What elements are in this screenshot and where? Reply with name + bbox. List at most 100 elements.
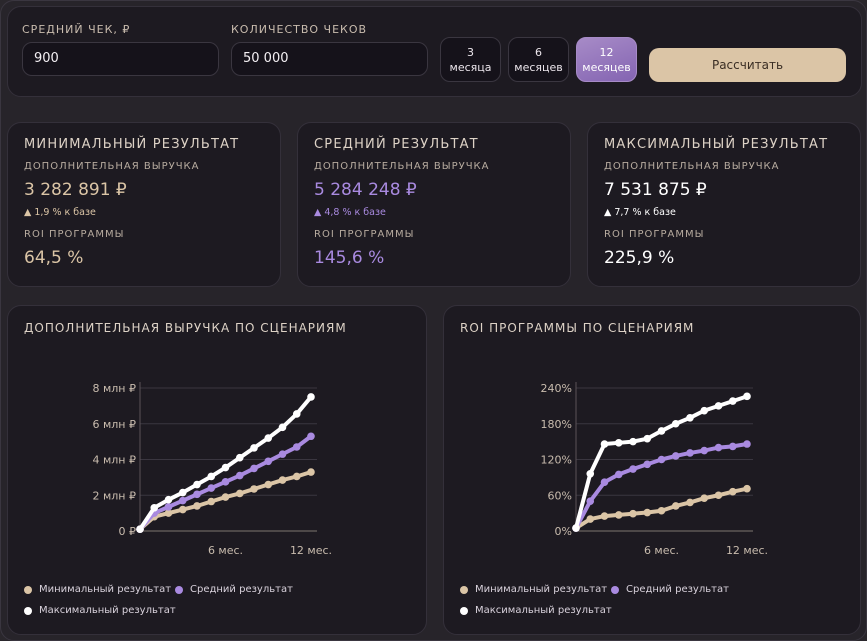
- receipts-input[interactable]: 50 000: [231, 42, 428, 76]
- legend-item-max: Максимальный результат: [460, 605, 612, 616]
- data-point: [743, 392, 751, 401]
- roi-label: ROI программы: [604, 229, 705, 240]
- data-point: [292, 472, 301, 481]
- card-minimum: Минимальный результат Дополнительная выр…: [7, 122, 281, 287]
- legend-dot: [611, 585, 619, 594]
- roi-label: ROI программы: [24, 229, 125, 240]
- data-point: [714, 491, 723, 500]
- data-point: [307, 393, 315, 401]
- data-point: [278, 476, 287, 484]
- period-12-months-button[interactable]: 12 месяцев: [576, 37, 637, 82]
- roi-value: 225,9 %: [604, 248, 675, 268]
- data-point: [728, 487, 737, 496]
- legend-label: Минимальный результат: [39, 584, 172, 595]
- legend-dot: [175, 585, 183, 594]
- legend-label: Максимальный результат: [39, 605, 176, 616]
- legend-item-max: Максимальный результат: [24, 605, 176, 616]
- data-point: [657, 427, 666, 435]
- revenue-label: Дополнительная выручка: [604, 161, 780, 172]
- card-average: Средний результат Дополнительная выручка…: [297, 122, 571, 287]
- period-6-months-button[interactable]: 6 месяцев: [508, 37, 569, 82]
- data-point: [686, 498, 694, 507]
- data-point: [714, 443, 723, 452]
- data-point: [671, 419, 680, 428]
- data-point: [671, 502, 680, 510]
- revenue-label: Дополнительная выручка: [314, 161, 490, 172]
- data-point: [278, 423, 287, 432]
- data-point: [743, 484, 751, 493]
- period-6-unit: месяцев: [514, 60, 563, 74]
- data-point: [629, 437, 637, 446]
- avg-check-input[interactable]: 900: [22, 42, 219, 76]
- calculate-button[interactable]: Рассчитать: [649, 48, 846, 82]
- revenue-label: Дополнительная выручка: [24, 161, 200, 172]
- card-title: Минимальный результат: [24, 137, 240, 152]
- card-title: Максимальный результат: [604, 137, 829, 152]
- x-tick-label: 12 мес.: [290, 544, 332, 557]
- legend-dot: [460, 585, 468, 594]
- data-point: [292, 443, 301, 451]
- data-point: [643, 460, 652, 469]
- period-3-number: 3: [467, 45, 474, 59]
- legend-label: Средний результат: [626, 584, 729, 595]
- revenue-value: 3 282 891 ₽: [24, 180, 127, 200]
- data-point: [307, 432, 315, 441]
- data-point: [250, 444, 258, 452]
- data-point: [178, 505, 187, 514]
- data-point: [207, 484, 216, 492]
- data-point: [278, 450, 287, 458]
- data-point: [728, 442, 737, 451]
- data-point: [307, 468, 315, 476]
- data-point: [250, 464, 258, 473]
- data-point: [221, 493, 230, 501]
- data-point: [700, 446, 709, 455]
- roi-chart-panel: ROI программы по сценариям 0% 60% 120% 180%…: [443, 305, 861, 635]
- chart-title: ROI программы по сценариям: [460, 321, 695, 335]
- data-point: [600, 440, 609, 448]
- period-12-unit: месяцев: [582, 60, 631, 74]
- y-tick-label: 180%: [541, 418, 572, 431]
- data-point: [657, 506, 666, 515]
- data-point: [164, 495, 173, 504]
- data-point: [572, 524, 580, 532]
- data-point: [614, 470, 623, 479]
- data-point: [235, 489, 244, 498]
- data-point: [714, 402, 723, 410]
- data-point: [164, 503, 173, 511]
- revenue-chart-panel: Дополнительная выручка по сценариям 0 ₽ 2…: [7, 305, 427, 635]
- data-point: [264, 434, 273, 442]
- data-point: [629, 509, 637, 518]
- chart-title: Дополнительная выручка по сценариям: [24, 321, 347, 335]
- data-point: [686, 413, 694, 422]
- data-point: [136, 525, 144, 534]
- data-point: [728, 397, 737, 405]
- y-tick-label: 4 млн ₽: [92, 454, 136, 467]
- data-point: [586, 497, 595, 506]
- delta-value: ▲ 7,7 % к базе: [604, 207, 676, 218]
- data-point: [686, 449, 694, 457]
- legend-dot: [24, 585, 32, 594]
- data-point: [671, 452, 680, 460]
- data-point: [600, 478, 609, 486]
- legend-label: Максимальный результат: [475, 605, 612, 616]
- data-point: [221, 478, 230, 486]
- data-point: [600, 512, 609, 520]
- data-point: [193, 490, 201, 499]
- y-tick-label: 0%: [555, 525, 572, 538]
- card-maximum: Максимальный результат Дополнительная вы…: [587, 122, 861, 287]
- data-point: [178, 496, 187, 505]
- data-point: [207, 472, 216, 481]
- revenue-value: 5 284 248 ₽: [314, 180, 417, 200]
- data-point: [164, 509, 173, 517]
- data-point: [743, 440, 751, 448]
- y-tick-label: 120%: [541, 454, 572, 467]
- roi-chart: 0% 60% 120% 180% 240% 6 мес. 12 мес.: [541, 382, 768, 557]
- data-point: [264, 480, 273, 489]
- data-point: [586, 470, 595, 478]
- revenue-value: 7 531 875 ₽: [604, 180, 707, 200]
- data-point: [235, 453, 244, 462]
- period-3-months-button[interactable]: 3 месяца: [440, 37, 501, 82]
- legend-item-min: Минимальный результат: [460, 584, 607, 595]
- y-tick-label: 8 млн ₽: [92, 382, 136, 395]
- legend-item-avg: Средний результат: [611, 584, 729, 595]
